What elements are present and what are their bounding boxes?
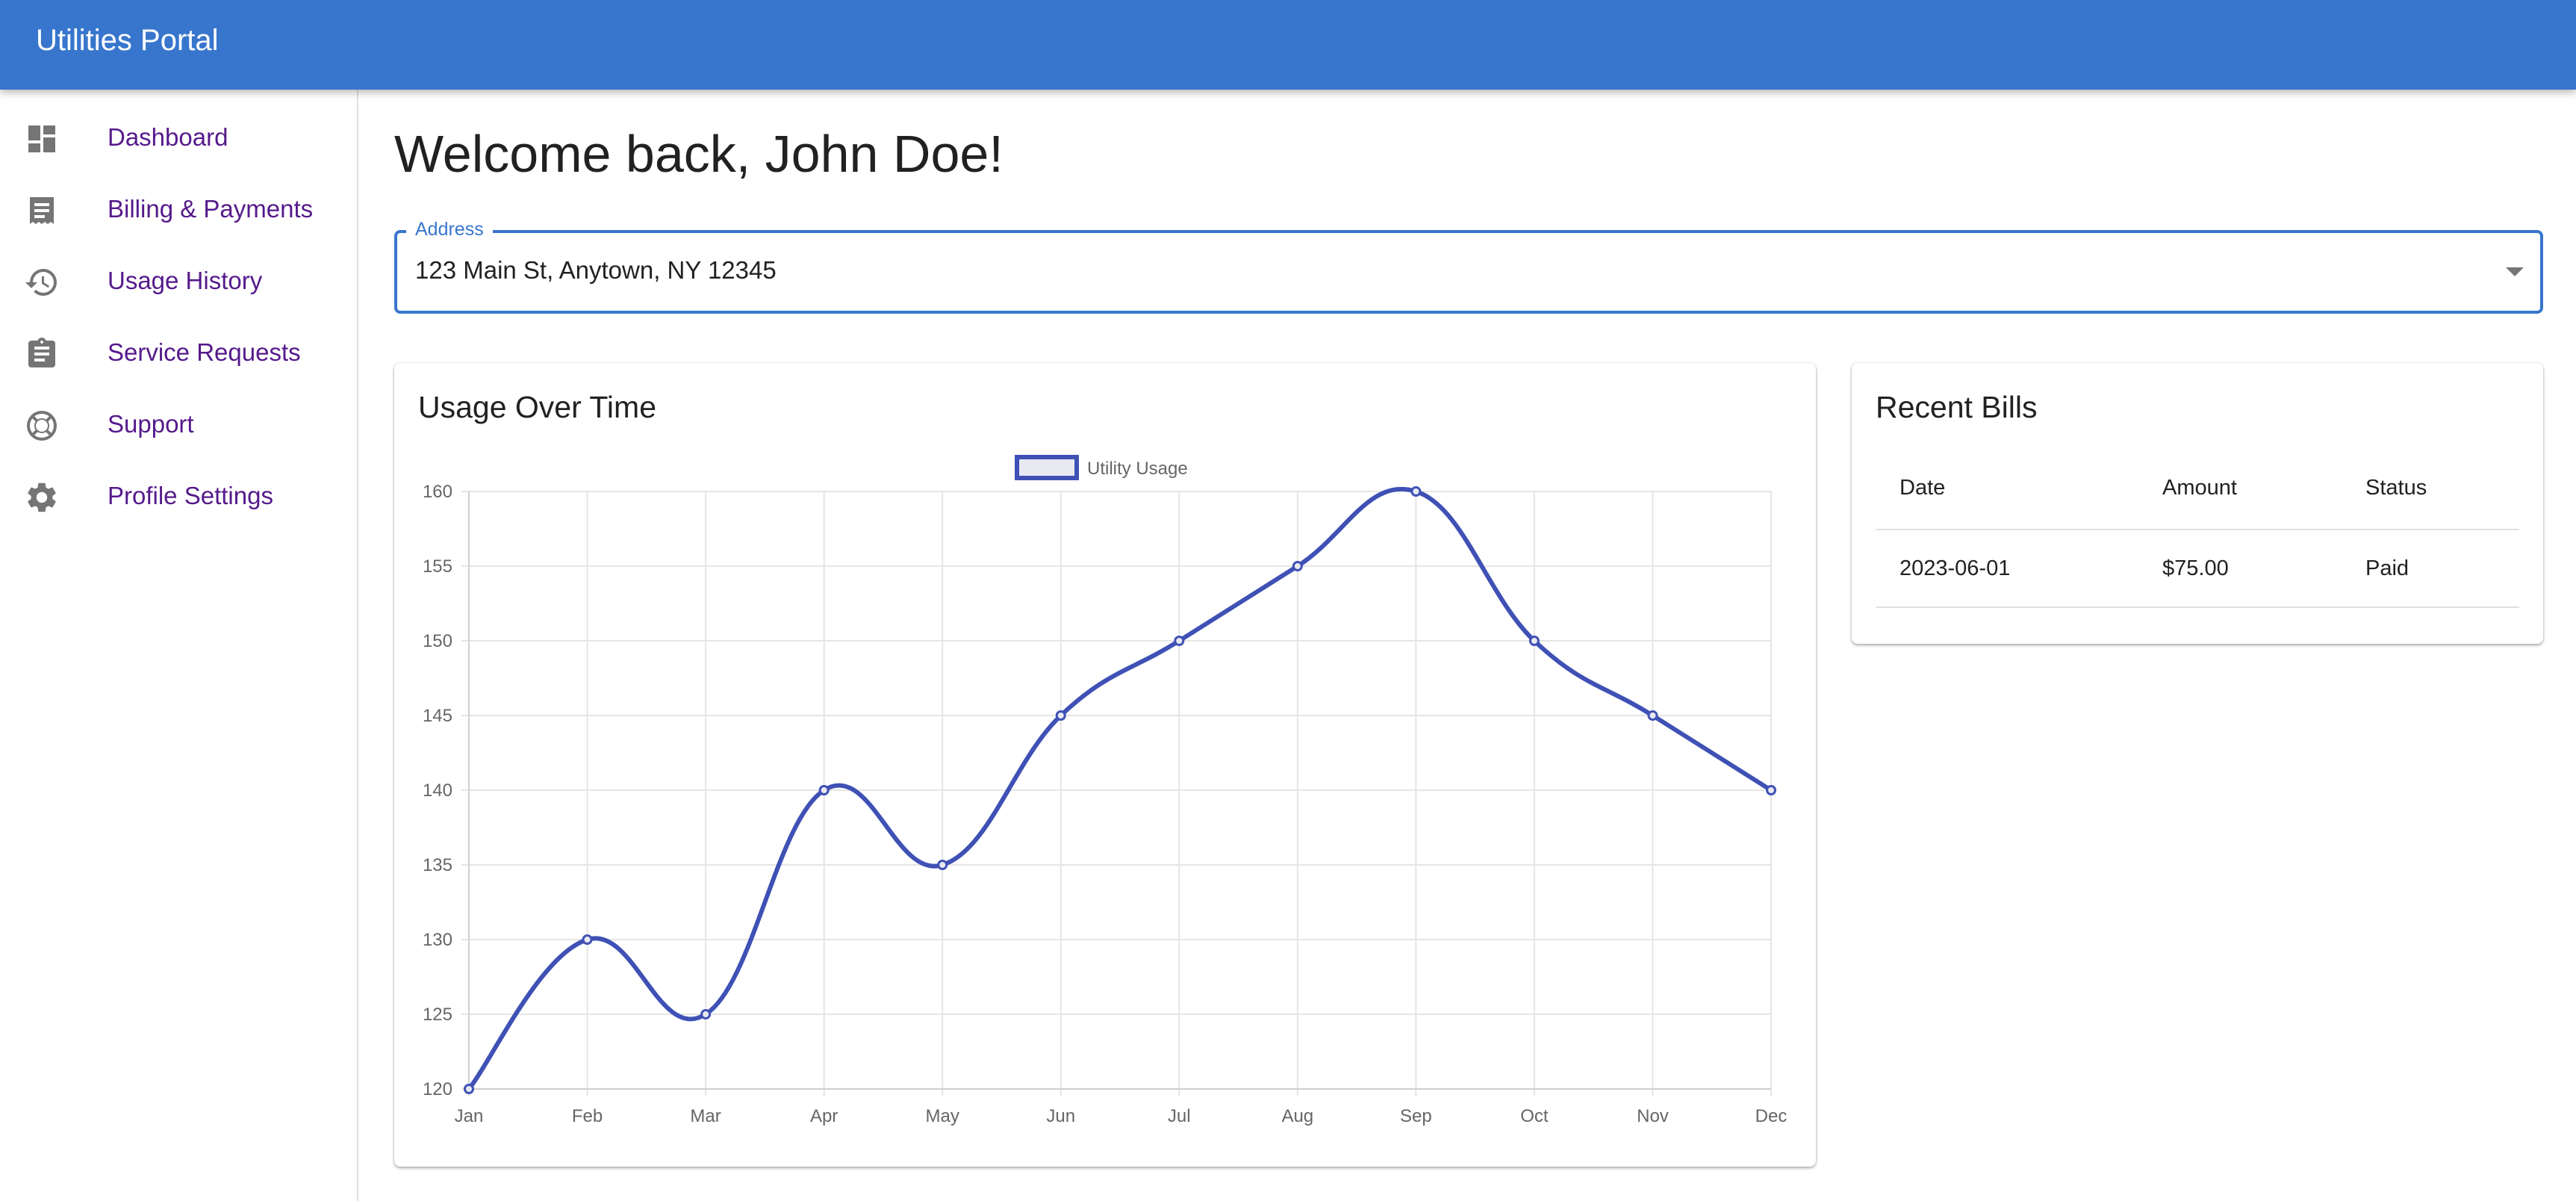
sidebar-item-label: Service Requests xyxy=(108,338,301,366)
sidebar-item-billing[interactable]: Billing & Payments xyxy=(0,173,357,245)
usage-card: Usage Over Time Jan Feb Mar Apr May Jun Jul Aug… xyxy=(394,363,1816,1167)
usage-line-chart: Jan Feb Mar Apr May Jun Jul Aug Sep Oct Nov Dec 120 1… xyxy=(423,455,1788,1126)
data-point xyxy=(700,1009,712,1020)
y-tick-label: 150 xyxy=(423,631,452,651)
y-tick-label: 130 xyxy=(423,930,452,950)
dashboard-icon xyxy=(24,121,60,157)
data-point xyxy=(818,785,830,795)
y-tick-label: 125 xyxy=(423,1005,452,1025)
sidebar-item-label: Usage History xyxy=(108,267,263,294)
address-value: 123 Main St, Anytown, NY 12345 xyxy=(415,256,777,284)
sidebar-item-label: Billing & Payments xyxy=(108,195,314,223)
column-header-amount: Amount xyxy=(2162,475,2237,500)
app-bar: Utilities Portal xyxy=(0,0,2576,90)
legend-label: Utility Usage xyxy=(1087,459,1188,479)
x-tick-label: Mar xyxy=(690,1106,721,1126)
bills-table: Date Amount Status 2023-06-01 $75.00 Pai… xyxy=(1876,447,2519,608)
clipboard-icon xyxy=(24,336,60,372)
chevron-down-icon[interactable] xyxy=(2504,266,2525,278)
address-label: Address xyxy=(406,218,493,240)
x-tick-label: Feb xyxy=(572,1106,603,1126)
x-tick-label: Jun xyxy=(1046,1106,1075,1126)
y-tick-label: 155 xyxy=(423,556,452,577)
table-row[interactable]: 2023-06-01 $75.00 Paid xyxy=(1876,530,2519,608)
bill-amount: $75.00 xyxy=(2162,556,2229,580)
legend-swatch xyxy=(1015,455,1079,480)
y-tick-label: 135 xyxy=(423,855,452,875)
usage-card-title: Usage Over Time xyxy=(418,390,656,424)
recent-bills-title: Recent Bills xyxy=(1876,390,2038,424)
x-tick-label: May xyxy=(926,1106,959,1126)
sidebar-item-service-requests[interactable]: Service Requests xyxy=(0,317,357,388)
column-header-date: Date xyxy=(1900,475,1946,500)
sidebar-item-profile-settings[interactable]: Profile Settings xyxy=(0,460,357,532)
x-tick-label: Aug xyxy=(1281,1106,1313,1126)
page-title: Welcome back, John Doe! xyxy=(394,125,1004,183)
sidebar: Dashboard Billing & Payments Usage Histo… xyxy=(0,90,358,1201)
data-point xyxy=(1292,561,1303,571)
gear-icon xyxy=(24,480,60,515)
data-point xyxy=(582,934,593,945)
app-title: Utilities Portal xyxy=(36,24,219,57)
lifebuoy-icon xyxy=(24,408,60,444)
history-icon xyxy=(24,264,60,300)
y-tick-label: 140 xyxy=(423,781,452,801)
data-point xyxy=(464,1084,474,1094)
address-select[interactable] xyxy=(394,230,2543,314)
sidebar-item-dashboard[interactable]: Dashboard xyxy=(0,102,357,173)
column-header-status: Status xyxy=(2365,475,2427,500)
series-line-utility-usage xyxy=(467,486,1773,1090)
x-tick-label: Dec xyxy=(1755,1106,1788,1126)
data-point xyxy=(937,860,948,870)
sidebar-item-label: Support xyxy=(108,410,194,438)
x-tick-label: Jul xyxy=(1168,1106,1191,1126)
x-tick-label: Oct xyxy=(1520,1106,1549,1126)
data-point xyxy=(1766,785,1776,795)
y-tick-label: 145 xyxy=(423,706,452,726)
y-tick-label: 160 xyxy=(423,482,452,502)
x-tick-label: Apr xyxy=(810,1106,838,1126)
data-point xyxy=(1055,710,1066,721)
data-point xyxy=(1410,486,1422,497)
data-point xyxy=(1528,636,1540,646)
bill-status: Paid xyxy=(2365,556,2409,580)
sidebar-item-label: Profile Settings xyxy=(108,482,273,509)
sidebar-item-label: Dashboard xyxy=(108,123,228,151)
sidebar-item-usage-history[interactable]: Usage History xyxy=(0,245,357,317)
bill-date: 2023-06-01 xyxy=(1900,556,2011,580)
sidebar-item-support[interactable]: Support xyxy=(0,388,357,460)
y-tick-label: 120 xyxy=(423,1079,452,1099)
x-tick-label: Jan xyxy=(455,1106,484,1126)
x-tick-label: Nov xyxy=(1637,1106,1669,1126)
x-tick-label: Sep xyxy=(1400,1106,1432,1126)
receipt-icon xyxy=(24,193,60,229)
data-point xyxy=(1174,636,1185,646)
table-header-row: Date Amount Status xyxy=(1876,447,2519,530)
data-point xyxy=(1647,710,1658,721)
recent-bills-card: Recent Bills Date Amount Status 2023-06-… xyxy=(1852,363,2543,644)
